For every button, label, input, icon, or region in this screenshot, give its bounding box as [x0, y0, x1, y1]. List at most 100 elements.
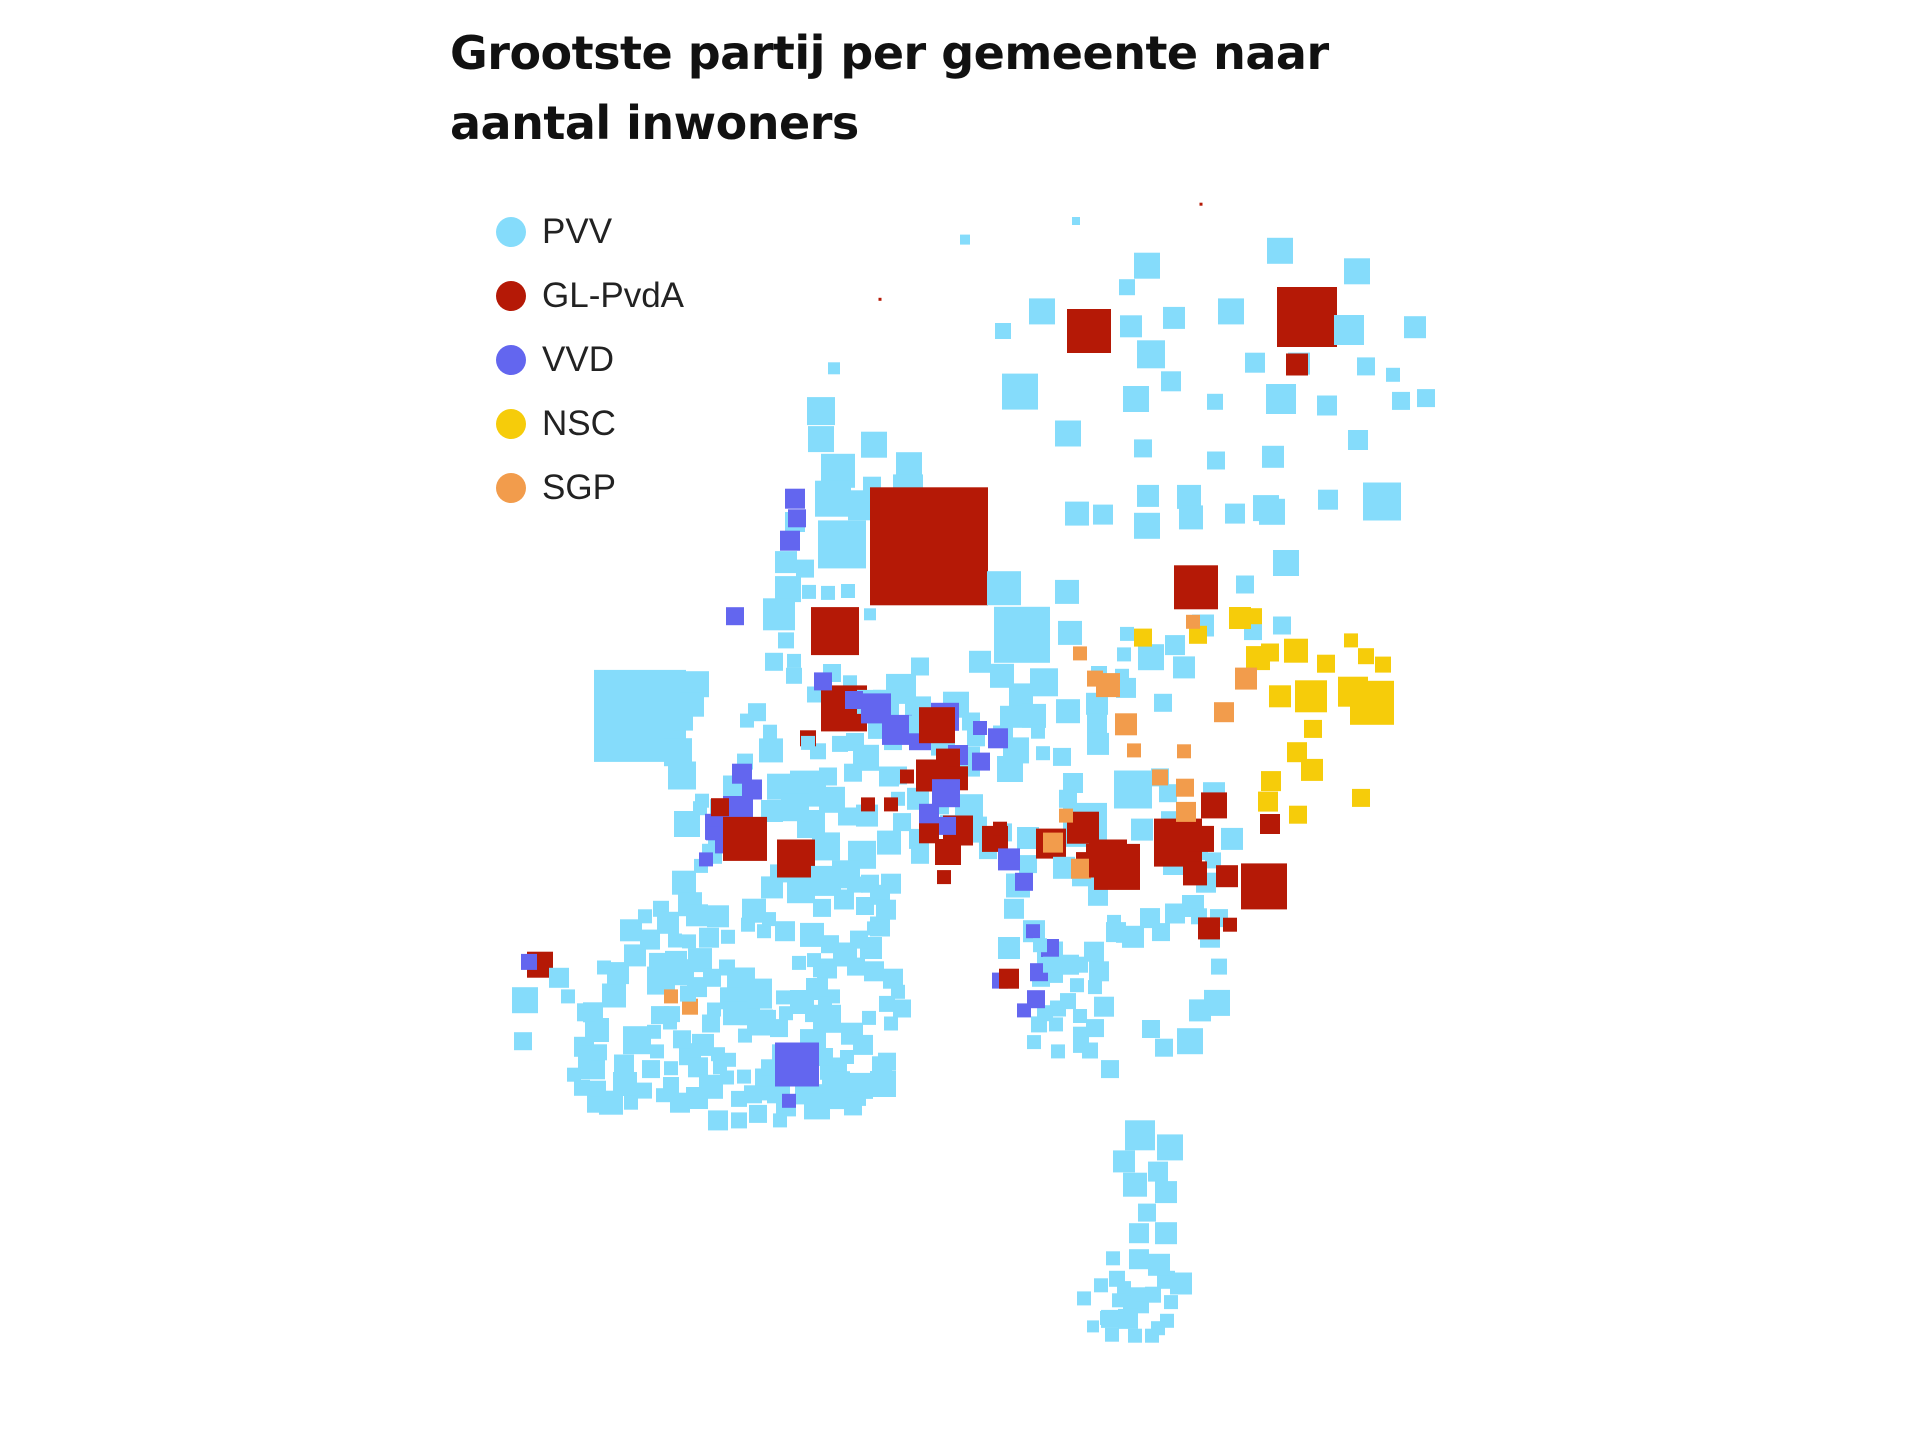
municipality-square-pvv [699, 1074, 723, 1099]
legend-dot-vvd [496, 345, 526, 375]
municipality-square-vvd [919, 803, 939, 824]
municipality-square-pvv [1053, 856, 1075, 879]
municipality-square-pvv [1128, 1328, 1142, 1343]
municipality-square-pvv [1137, 484, 1159, 507]
municipality-square-pvv [1148, 1161, 1168, 1182]
municipality-square-pvv [893, 999, 911, 1018]
municipality-square-pvv [1334, 315, 1364, 345]
municipality-square-pvv [672, 870, 696, 895]
municipality-square-pvv [1273, 550, 1299, 576]
municipality-square-pvv [1065, 501, 1089, 526]
municipality-square-pvv [856, 897, 874, 915]
municipality-square-nsc [1284, 638, 1308, 663]
municipality-square-pvv [896, 452, 922, 479]
municipality-square-pvv [1072, 217, 1080, 225]
municipality-square-gl-pvda [884, 797, 898, 812]
municipality-square-pvv [703, 968, 721, 987]
municipality-square-gl-pvda [937, 870, 951, 885]
municipality-square-pvv [1114, 770, 1152, 809]
municipality-square-sgp [1235, 667, 1257, 690]
municipality-square-sgp [1059, 808, 1073, 823]
municipality-square-vvd [521, 953, 537, 970]
municipality-square-pvv [640, 929, 660, 950]
legend-dot-nsc [496, 409, 526, 439]
municipality-square-pvv [744, 1085, 762, 1104]
municipality-square-pvv [1118, 1308, 1138, 1329]
municipality-square-gl-pvda [878, 297, 882, 301]
municipality-square-pvv [1073, 1009, 1087, 1023]
municipality-square-pvv [673, 1030, 691, 1049]
municipality-square-pvv [828, 362, 840, 375]
municipality-square-gl-pvda [993, 821, 1007, 836]
municipality-square-pvv [802, 584, 816, 599]
municipality-square-pvv [1119, 279, 1135, 296]
municipality-square-pvv [960, 234, 970, 245]
municipality-square-pvv [1055, 579, 1079, 604]
municipality-square-nsc [1344, 633, 1358, 648]
municipality-square-pvv [811, 865, 841, 896]
municipality-square-pvv [1070, 978, 1084, 993]
municipality-square-nsc [1261, 643, 1279, 662]
municipality-square-pvv [711, 1047, 725, 1062]
municipality-square-pvv [1094, 996, 1114, 1017]
municipality-square-pvv [1094, 1278, 1108, 1293]
municipality-square-pvv [1107, 914, 1121, 929]
municipality-square-pvv [1170, 1272, 1192, 1295]
municipality-square-sgp [1071, 858, 1091, 879]
municipality-square-gl-pvda [1201, 792, 1227, 819]
municipality-square-pvv [994, 606, 1050, 663]
municipality-square-vvd [938, 816, 956, 835]
municipality-square-gl-pvda [999, 968, 1019, 989]
municipality-square-pvv [682, 934, 696, 949]
municipality-square-pvv [597, 960, 611, 975]
municipality-square-pvv [852, 1091, 866, 1106]
municipality-square-vvd [732, 763, 752, 784]
municipality-square-pvv [763, 724, 777, 739]
municipality-square-pvv [1112, 1293, 1126, 1308]
municipality-square-pvv [1318, 489, 1338, 510]
municipality-square-pvv [668, 761, 696, 790]
municipality-square-vvd [882, 714, 912, 745]
municipality-square-pvv [813, 898, 831, 917]
municipality-square-pvv [1093, 504, 1113, 525]
municipality-square-pvv [891, 984, 905, 999]
municipality-square-pvv [987, 571, 1021, 606]
municipality-square-vvd [788, 509, 806, 528]
municipality-square-pvv [818, 520, 866, 569]
municipality-square-pvv [1177, 1028, 1203, 1055]
municipality-square-pvv [1177, 484, 1201, 509]
municipality-square-pvv [800, 922, 824, 947]
municipality-square-pvv [1004, 898, 1024, 919]
municipality-square-pvv [998, 937, 1020, 959]
municipality-square-pvv [838, 807, 856, 826]
municipality-square-pvv [1058, 620, 1082, 645]
municipality-square-pvv [773, 1113, 787, 1128]
municipality-square-pvv [1101, 1060, 1119, 1079]
municipality-square-vvd [706, 826, 720, 841]
municipality-square-pvv [820, 1065, 834, 1080]
municipality-square-vvd [775, 1042, 819, 1087]
municipality-square-gl-pvda [1188, 825, 1214, 852]
municipality-square-pvv [870, 1071, 896, 1097]
municipality-square-pvv [737, 1069, 751, 1084]
legend-dot-pvv [496, 217, 526, 247]
municipality-square-pvv [1106, 1251, 1120, 1266]
municipality-square-gl-pvda [1183, 861, 1207, 886]
municipality-square-pvv [807, 397, 835, 426]
municipality-square-pvv [707, 1002, 721, 1017]
municipality-square-gl-pvda [1089, 839, 1127, 878]
municipality-square-pvv [1225, 503, 1245, 524]
municipality-square-nsc [1375, 656, 1391, 673]
municipality-square-pvv [721, 929, 735, 944]
municipality-square-vvd [785, 488, 805, 509]
municipality-square-pvv [720, 1070, 734, 1085]
municipality-square-pvv [1138, 1203, 1156, 1222]
municipality-square-pvv [821, 585, 835, 600]
municipality-square-sgp [1176, 801, 1196, 822]
municipality-square-pvv [862, 1010, 876, 1025]
municipality-square-pvv [1417, 389, 1435, 408]
municipality-square-pvv [844, 763, 862, 782]
legend-item-sgp: SGP [496, 456, 684, 520]
municipality-square-pvv [1116, 928, 1130, 943]
municipality-square-gl-pvda [1216, 865, 1238, 888]
